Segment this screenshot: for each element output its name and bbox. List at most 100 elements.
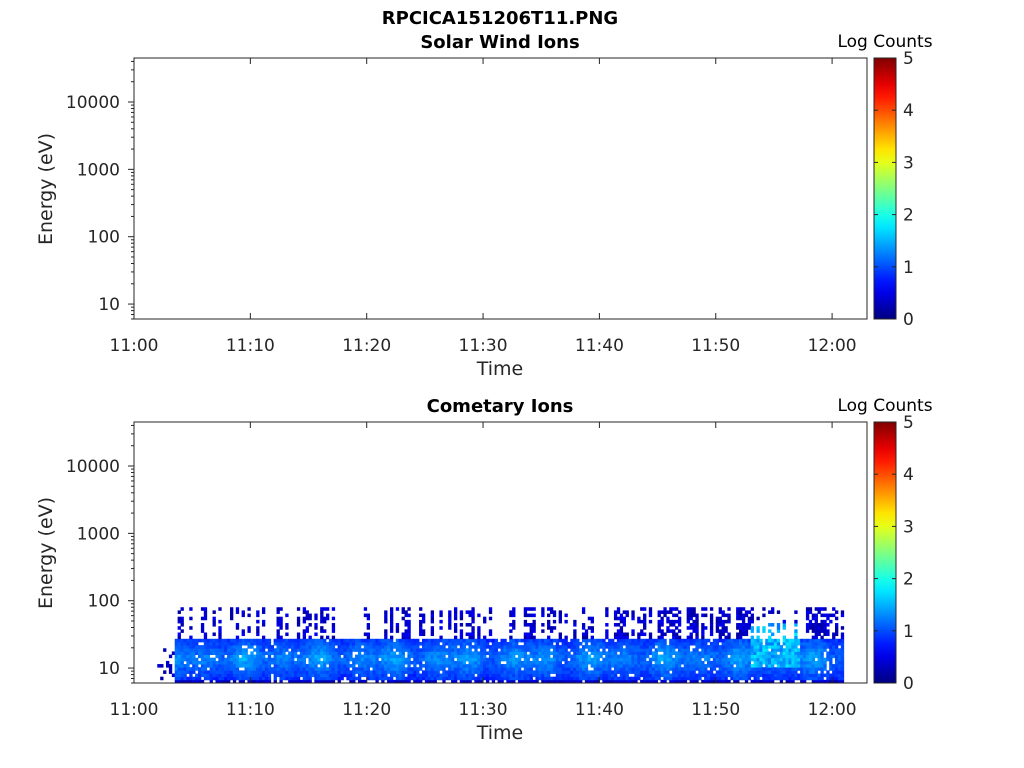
spectrogram-cell [640, 619, 644, 624]
spectrogram-cell [436, 651, 440, 655]
spectrogram-cell [459, 664, 464, 668]
spectrogram-cell [640, 660, 644, 665]
spectrogram-cell [369, 638, 373, 643]
spectrogram-cell [672, 657, 676, 662]
spectrogram-cell [532, 654, 536, 659]
spectrogram-cell [616, 667, 621, 671]
spectrogram-cell [808, 607, 813, 611]
spectrogram-cell [811, 629, 816, 633]
spectrogram-cell [296, 667, 301, 671]
spectrogram-cell [285, 670, 289, 674]
spectrogram-cell [698, 638, 702, 643]
spectrogram-cell [677, 664, 682, 668]
spectrogram-cell [456, 664, 461, 668]
spectrogram-cell [730, 673, 734, 678]
spectrogram-cell [599, 645, 603, 649]
spectrogram-cell [555, 670, 560, 674]
spectrogram-cell [279, 638, 283, 643]
spectrogram-cell [259, 676, 263, 681]
spectrogram-cell [215, 667, 219, 671]
spectrogram-cell [779, 670, 784, 674]
spectrogram-cell [823, 629, 827, 633]
spectrogram-cell [602, 676, 606, 681]
spectrogram-cell [384, 670, 388, 674]
spectrogram-cell [451, 673, 455, 678]
spectrogram-cell [506, 648, 510, 652]
spectrogram-cell [328, 638, 333, 643]
spectrogram-cell [538, 645, 542, 649]
spectrogram-cell [625, 673, 629, 678]
spectrogram-cell [299, 654, 304, 659]
spectrogram-cell [715, 676, 720, 681]
spectrogram-cell [750, 607, 754, 611]
spectrogram-cell [532, 623, 536, 627]
spectrogram-cell [535, 667, 539, 671]
spectrogram-cell [389, 635, 394, 640]
spectrogram-cell [421, 676, 426, 681]
spectrogram-cell [229, 613, 234, 618]
spectrogram-cell [529, 676, 533, 681]
spectrogram-cell [442, 654, 446, 659]
spectrogram-cell [323, 670, 327, 674]
spectrogram-cell [689, 632, 693, 637]
spectrogram-cell [227, 679, 231, 684]
spectrogram-cell [235, 673, 240, 678]
spectrogram-cell [686, 648, 690, 652]
spectrogram-cell [375, 679, 379, 684]
spectrogram-cell [529, 607, 533, 611]
spectrogram-cell [293, 679, 298, 684]
spectrogram-cell [389, 638, 394, 643]
spectrogram-cell [794, 632, 798, 637]
spectrogram-cell [468, 667, 472, 671]
spectrogram-cell [372, 645, 376, 649]
spectrogram-cell [392, 645, 397, 649]
spectrogram-cell [494, 670, 498, 674]
spectrogram-cell [192, 676, 196, 681]
spectrogram-cell [401, 664, 405, 668]
spectrogram-cell [299, 651, 304, 655]
spectrogram-cell [285, 641, 289, 646]
spectrogram-cell [718, 610, 722, 614]
spectrogram-cell [727, 635, 731, 640]
spectrogram-cell [672, 645, 676, 649]
spectrogram-cell [788, 657, 792, 662]
spectrogram-cell [183, 664, 187, 668]
spectrogram-cell [276, 638, 280, 643]
spectrogram-cell [686, 645, 690, 649]
spectrogram-cell [506, 645, 510, 649]
spectrogram-cell [829, 651, 833, 655]
spectrogram-cell [820, 626, 824, 630]
spectrogram-cell [520, 648, 525, 652]
spectrogram-cell [256, 610, 260, 614]
spectrogram-cell [334, 638, 339, 643]
spectrogram-cell [462, 648, 466, 652]
spectrogram-cell [430, 619, 434, 624]
spectrogram-cell [270, 648, 275, 652]
spectrogram-cell [695, 660, 699, 665]
spectrogram-cell [430, 679, 434, 684]
spectrogram-cell [203, 632, 208, 637]
spectrogram-cell [619, 664, 624, 668]
spectrogram-cell [407, 676, 411, 681]
spectrogram-cell [360, 673, 365, 678]
spectrogram-cell [427, 667, 432, 671]
spectrogram-cell [704, 626, 708, 630]
spectrogram-cell [619, 651, 624, 655]
spectrogram-cell [186, 645, 190, 649]
spectrogram-cell [503, 676, 507, 681]
spectrogram-cell [794, 635, 798, 640]
spectrogram-cell [602, 651, 606, 655]
spectrogram-cell [593, 667, 597, 671]
spectrogram-cell [517, 638, 522, 643]
spectrogram-cell [826, 657, 830, 662]
spectrogram-cell [215, 670, 219, 674]
spectrogram-cell [613, 623, 618, 627]
spectrogram-cell [832, 632, 836, 637]
spectrogram-cell [616, 623, 621, 627]
spectrogram-cell [608, 651, 612, 655]
spectrogram-cell [244, 648, 248, 652]
spectrogram-cell [215, 641, 219, 646]
spectrogram-cell [840, 654, 845, 659]
spectrogram-cell [584, 641, 589, 646]
spectrogram-cell [442, 660, 446, 665]
